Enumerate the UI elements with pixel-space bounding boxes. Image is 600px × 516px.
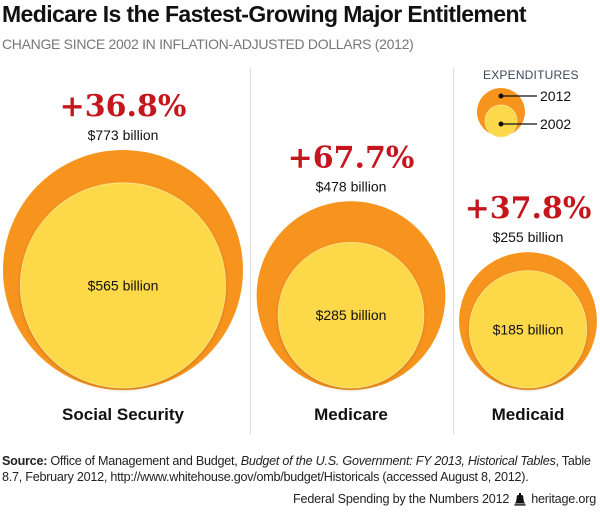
percent-change-social-security: +36.8% bbox=[60, 89, 187, 124]
chart-subtitle: CHANGE SINCE 2002 IN INFLATION-ADJUSTED … bbox=[2, 36, 414, 52]
column-divider-1 bbox=[250, 68, 251, 434]
site-link[interactable]: heritage.org bbox=[531, 492, 596, 506]
value-label-2002-medicaid: $185 billion bbox=[493, 321, 564, 337]
source-text-2: , Table 8.7, February 2012, http://www.w… bbox=[2, 454, 591, 484]
percent-change-medicare: +67.7% bbox=[288, 140, 415, 175]
value-label-2002-social-security: $565 billion bbox=[88, 277, 159, 293]
bubble-group-medicare: $285 billion $478 billion +67.7% Medicare bbox=[256, 140, 446, 424]
legend-label-2012: 2012 bbox=[540, 88, 571, 104]
percent-change-medicaid: +37.8% bbox=[465, 191, 592, 226]
bubble-group-medicaid: $185 billion $255 billion +37.8% Medicaid bbox=[459, 191, 597, 424]
legend: EXPENDITURES 2012 2002 bbox=[477, 68, 579, 138]
column-divider-2 bbox=[453, 68, 454, 434]
value-label-2012-social-security: $773 billion bbox=[88, 127, 159, 143]
footer-credit: Federal Spending by the Numbers 2012 her… bbox=[293, 492, 596, 506]
value-label-2012-medicare: $478 billion bbox=[316, 178, 387, 194]
bubble-group-social-security: $565 billion $773 billion +36.8% Social Sec… bbox=[3, 89, 243, 424]
category-label-medicaid: Medicaid bbox=[492, 405, 565, 424]
chart-title: Medicare Is the Fastest-Growing Major En… bbox=[2, 1, 527, 27]
legend-title: EXPENDITURES bbox=[483, 68, 579, 82]
legend-label-2002: 2002 bbox=[540, 116, 571, 132]
category-label-medicare: Medicare bbox=[314, 405, 388, 424]
value-label-2002-medicare: $285 billion bbox=[316, 307, 387, 323]
bubble-chart: EXPENDITURES 2012 2002 $565 billion $773 … bbox=[3, 68, 597, 424]
source-label: Source: bbox=[2, 454, 48, 468]
bubble-2002-medicare bbox=[277, 241, 425, 389]
source-note: Source: Office of Management and Budget,… bbox=[2, 453, 600, 485]
bubble-2002-medicaid bbox=[468, 270, 588, 389]
publication-name: Federal Spending by the Numbers 2012 bbox=[293, 492, 510, 506]
value-label-2012-medicaid: $255 billion bbox=[493, 229, 564, 245]
category-label-social-security: Social Security bbox=[62, 405, 184, 424]
bubble-2002-social-security bbox=[20, 182, 226, 389]
source-title: Budget of the U.S. Government: FY 2013, … bbox=[240, 454, 556, 468]
liberty-bell-icon bbox=[514, 492, 526, 506]
source-text-1: Office of Management and Budget, bbox=[47, 454, 241, 468]
legend-circle-2002 bbox=[484, 104, 518, 138]
bubble-groups: $565 billion $773 billion +36.8% Social Sec… bbox=[3, 89, 597, 424]
